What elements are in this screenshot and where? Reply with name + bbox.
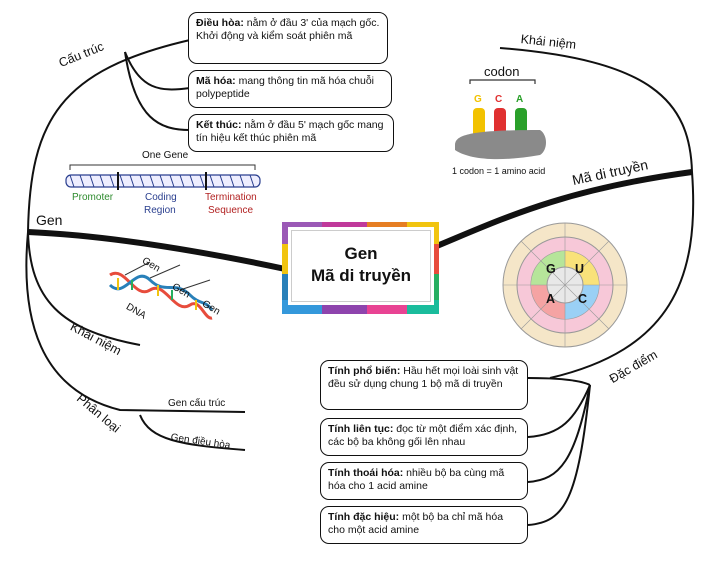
box-title: Tính liên tục: — [328, 423, 394, 435]
gene-promoter-label: Promoter — [72, 192, 114, 203]
gene-header: One Gene — [142, 150, 189, 161]
feature-box-thoai-hoa: Tính thoái hóa: nhiều bộ ba cùng mã hóa … — [320, 462, 528, 500]
gene-termination-label: Termination — [205, 192, 257, 203]
wheel-letter: G — [546, 262, 556, 276]
structure-box-ket-thuc: Kết thúc: nằm ở đầu 5' mạch gốc mang tín… — [188, 114, 394, 152]
box-text: Khởi động và kiểm soát phiên mã — [196, 30, 353, 42]
branch-gen: Gen — [36, 212, 63, 228]
box-text: nhiều bộ ba cùng mã hóa cho 1 acid amine — [328, 467, 505, 492]
box-title: Mã hóa: — [196, 75, 236, 87]
codon-title: codon — [484, 64, 520, 79]
box-text: đọc từ một điểm xác định, các bộ ba khôn… — [328, 423, 518, 448]
box-text: một bộ ba chỉ mã hóa cho một acid amine — [328, 511, 504, 536]
codon-base: A — [516, 94, 524, 105]
structure-box-ma-hoa: Mã hóa: mang thông tin mã hóa chuỗi poly… — [188, 70, 392, 108]
box-text: nằm ở đầu 3' của mạch gốc. — [243, 17, 380, 29]
gene-coding-label: Coding — [145, 192, 177, 203]
box-title: Kết thúc: — [196, 119, 242, 131]
ma-main-branch — [430, 169, 693, 251]
codon-wheel — [502, 222, 628, 348]
box-title: Điều hòa: — [196, 17, 244, 29]
center-node: Gen Mã di truyền — [291, 230, 431, 302]
box-title: Tính thoái hóa: — [328, 467, 404, 479]
classification-item: Gen cấu trúc — [168, 398, 226, 409]
feature-box-dac-hieu: Tính đặc hiệu: một bộ ba chỉ mã hóa cho … — [320, 506, 528, 544]
box-text: nằm ở đầu 5' mạch gốc mang tín hiệu kết … — [196, 119, 384, 144]
codon-base: G — [474, 94, 482, 105]
wheel-letter: C — [578, 292, 588, 306]
codon-caption: 1 codon = 1 amino acid — [452, 166, 546, 176]
feature-box-pho-bien: Tính phổ biến: Hầu hết mọi loài sinh vật… — [320, 360, 528, 410]
gene-diagram — [65, 164, 261, 190]
codon-diagram — [455, 79, 546, 160]
gene-termination-label: Sequence — [208, 205, 254, 216]
box-text: Hầu hết mọi loài sinh vật đều sử dụng ch… — [328, 365, 519, 390]
center-title: Gen — [344, 244, 378, 263]
feature-box-lien-tuc: Tính liên tục: đọc từ một điểm xác định,… — [320, 418, 528, 456]
gene-coding-label: Region — [144, 205, 176, 216]
box-text: mang thông tin mã hóa chuỗi polypeptide — [196, 75, 375, 100]
box-title: Tính phổ biến: — [328, 365, 401, 377]
wheel-letter: A — [546, 292, 556, 306]
center-subtitle: Mã di truyền — [310, 266, 412, 285]
dna-helix — [108, 261, 214, 320]
box-title: Tính đặc hiệu: — [328, 511, 400, 523]
wheel-letter: U — [575, 262, 585, 276]
gen-main-branch — [27, 229, 291, 273]
codon-base: C — [495, 94, 503, 105]
structure-box-dieu-hoa: Điều hòa: nằm ở đầu 3' của mạch gốc. Khở… — [188, 12, 388, 64]
